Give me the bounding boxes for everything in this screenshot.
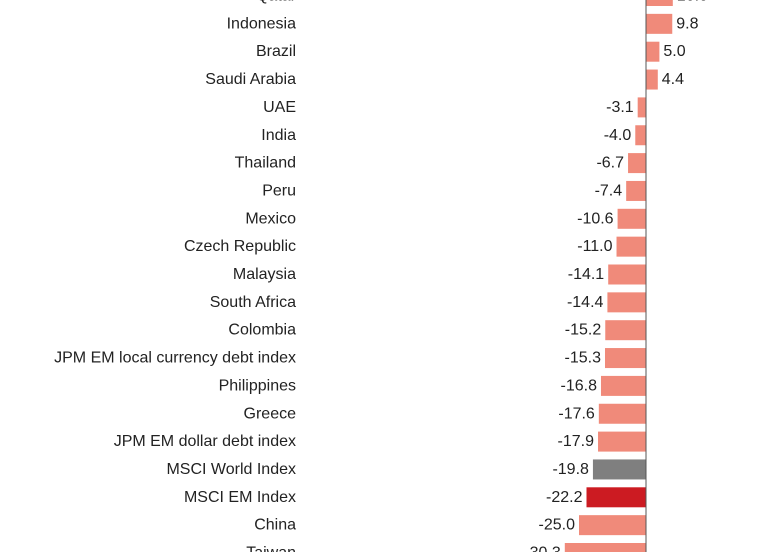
value-label: -17.9 xyxy=(558,433,595,450)
labels-layer: Qatar 10.0 Indonesia 9.8 Brazil 5.0 Saudi Arab… xyxy=(54,0,708,552)
bar-czech-republic xyxy=(616,236,646,257)
value-label: -19.8 xyxy=(552,461,589,478)
bar-uae xyxy=(637,97,646,118)
value-label: -6.7 xyxy=(596,155,624,172)
value-label: -25.0 xyxy=(539,517,576,534)
category-label: Colombia xyxy=(228,322,296,339)
bar-greece xyxy=(598,403,646,424)
value-label: -14.1 xyxy=(568,266,605,283)
value-label: -3.1 xyxy=(606,99,634,116)
category-label: Qatar xyxy=(256,0,297,5)
bar-brazil xyxy=(646,41,660,62)
value-label: -15.2 xyxy=(565,322,602,339)
value-label: -14.4 xyxy=(567,294,604,311)
category-label: Saudi Arabia xyxy=(205,71,296,88)
bar-philippines xyxy=(600,375,646,396)
category-label: Brazil xyxy=(256,43,296,60)
value-label: -10.6 xyxy=(577,210,614,227)
category-label: JPM EM dollar debt index xyxy=(114,433,296,450)
value-label: -11.0 xyxy=(577,238,612,255)
bar-msci-world-index xyxy=(592,459,646,480)
bar-thailand xyxy=(628,153,646,174)
category-label: South Africa xyxy=(210,294,296,311)
category-label: Greece xyxy=(244,405,297,422)
value-label: -15.3 xyxy=(565,350,602,367)
bar-malaysia xyxy=(608,264,646,285)
bar-colombia xyxy=(605,320,646,341)
bar-jpm-em-local-currency-debt-index xyxy=(604,348,646,369)
bar-jpm-em-dollar-debt-index xyxy=(598,431,646,452)
category-label: JPM EM local currency debt index xyxy=(54,350,296,367)
category-label: Taiwan xyxy=(246,545,296,552)
value-label: 4.4 xyxy=(662,71,684,88)
category-label: MSCI World Index xyxy=(166,461,296,478)
bar-saudi-arabia xyxy=(646,69,658,90)
value-label: -16.8 xyxy=(561,377,598,394)
category-label: China xyxy=(254,517,296,534)
bar-south-africa xyxy=(607,292,646,313)
bar-peru xyxy=(626,180,646,201)
bar-china xyxy=(579,515,646,536)
category-label: UAE xyxy=(263,99,296,116)
category-label: Peru xyxy=(262,182,296,199)
value-label: -22.2 xyxy=(546,489,583,506)
category-label: Mexico xyxy=(245,210,296,227)
category-label: Indonesia xyxy=(227,15,296,32)
bar-mexico xyxy=(617,208,646,229)
category-label: Czech Republic xyxy=(184,238,296,255)
value-label: 9.8 xyxy=(676,15,698,32)
value-label: -4.0 xyxy=(604,127,632,144)
bars-layer xyxy=(564,0,673,552)
category-label: Philippines xyxy=(219,377,296,394)
category-label: India xyxy=(261,127,296,144)
category-label: Malaysia xyxy=(233,266,296,283)
value-label: 10.0 xyxy=(677,0,708,5)
category-label: Thailand xyxy=(235,155,296,172)
category-label: MSCI EM Index xyxy=(184,489,296,506)
value-label: -7.4 xyxy=(595,182,623,199)
value-label: -30.3 xyxy=(524,545,561,552)
bar-msci-em-index xyxy=(586,487,646,508)
value-label: 5.0 xyxy=(663,43,685,60)
value-label: -17.6 xyxy=(558,405,595,422)
bar-indonesia xyxy=(646,13,673,34)
bar-qatar xyxy=(646,0,673,6)
bar-taiwan xyxy=(564,543,646,552)
bar-india xyxy=(635,125,646,146)
